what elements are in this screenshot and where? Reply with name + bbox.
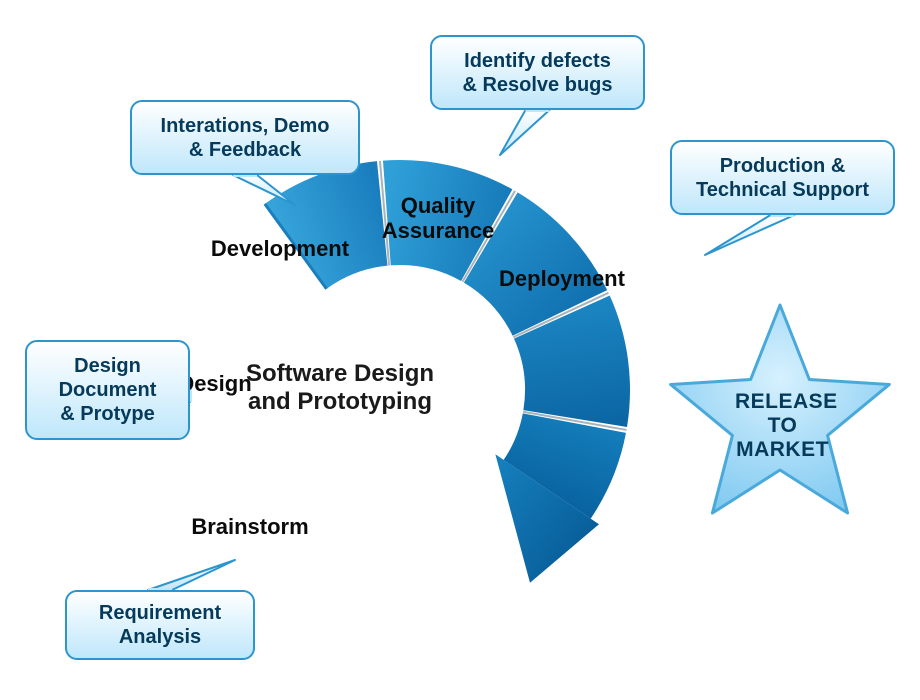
diagram-stage: { "diagram": { "type": "infographic", "w…	[0, 0, 920, 700]
callout-text: Interations, Demo & Feedback	[161, 114, 330, 162]
callout-text: Requirement Analysis	[99, 601, 221, 649]
segment-label-deployment: Deployment	[482, 266, 642, 291]
callout-text: Design Document & Protype	[59, 354, 157, 426]
callout-development: Interations, Demo & Feedback	[130, 100, 360, 175]
segment-label-brainstorm: Brainstorm	[170, 514, 330, 539]
center-title: Software Design and Prototyping	[200, 360, 480, 415]
callout-text: Production & Technical Support	[696, 154, 869, 202]
segment-label-qa: Quality Assurance	[358, 193, 518, 244]
callout-design: Design Document & Protype	[25, 340, 190, 440]
callout-text: Identify defects & Resolve bugs	[462, 49, 612, 97]
callout-requirement: Requirement Analysis	[65, 590, 255, 660]
star-label: RELEASE TO MARKET	[735, 390, 830, 462]
segment-label-development: Development	[200, 236, 360, 261]
callout-qa: Identify defects & Resolve bugs	[430, 35, 645, 110]
callout-deployment: Production & Technical Support	[670, 140, 895, 215]
